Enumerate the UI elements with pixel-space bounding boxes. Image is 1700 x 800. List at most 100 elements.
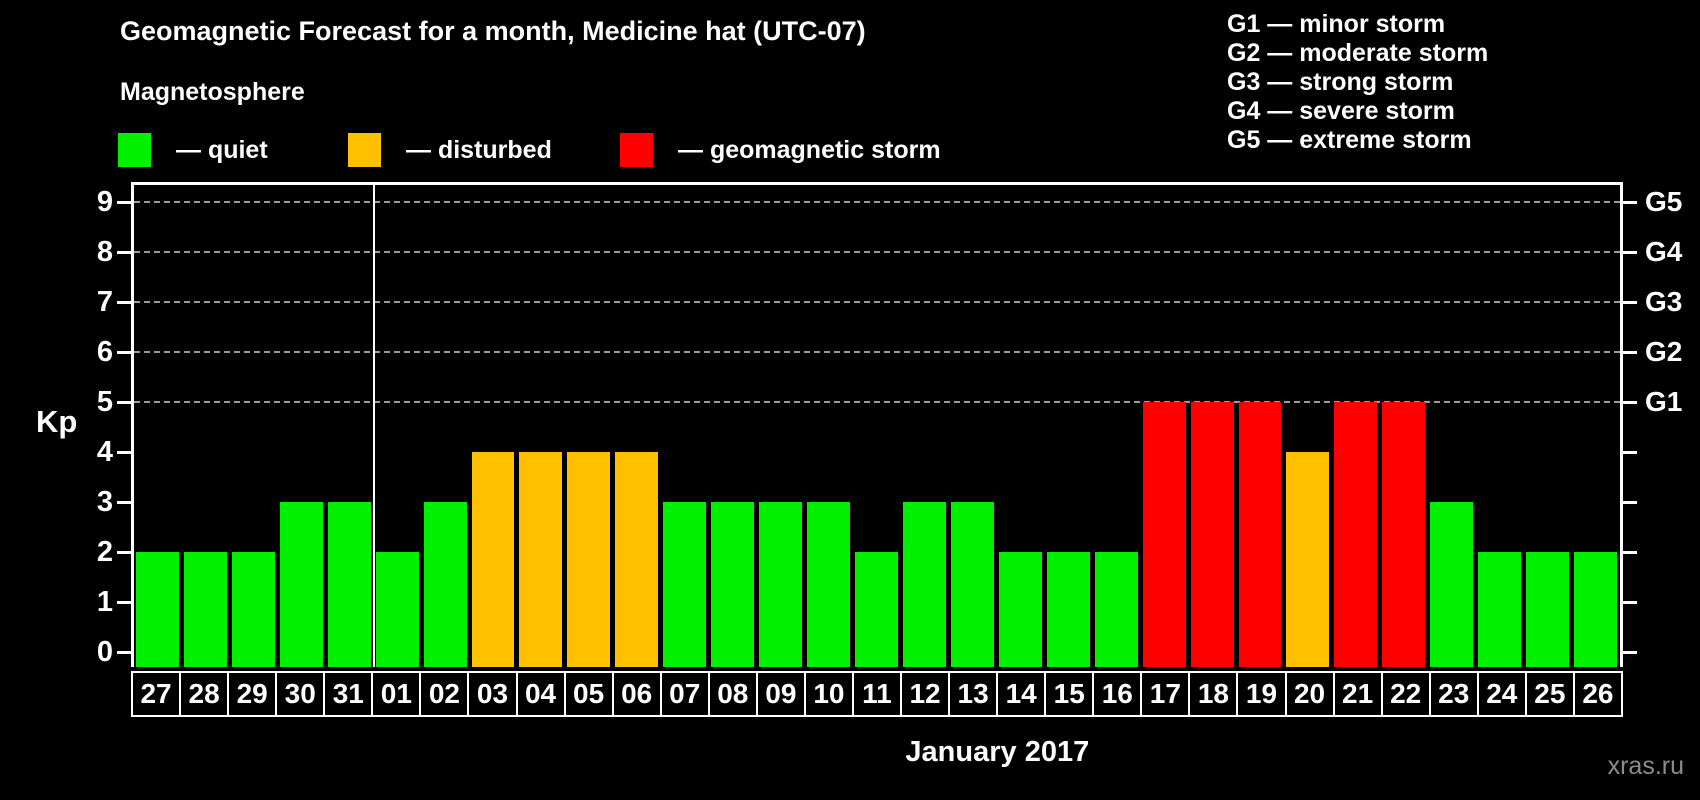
bar-day-15 bbox=[1046, 552, 1090, 667]
page-title: Geomagnetic Forecast for a month, Medici… bbox=[120, 16, 866, 46]
g-axis-tick bbox=[1623, 451, 1637, 454]
day-label-cell-25: 25 bbox=[1524, 671, 1575, 717]
bar-day-01 bbox=[375, 552, 419, 667]
g-axis-tick bbox=[1623, 351, 1637, 354]
bar-day-25 bbox=[1526, 552, 1570, 667]
y-axis-tick-label-2: 2 bbox=[96, 536, 113, 568]
gridline-g1 bbox=[134, 401, 1620, 403]
g-axis-tick bbox=[1623, 401, 1637, 404]
day-label-cell-04: 04 bbox=[515, 671, 566, 717]
quiet-legend-swatch-icon bbox=[118, 133, 151, 167]
g-axis-tick bbox=[1623, 651, 1637, 654]
day-label-cell-01: 01 bbox=[371, 671, 422, 717]
g-axis-label-g2: G2 bbox=[1645, 336, 1683, 367]
bar-day-19 bbox=[1238, 402, 1282, 667]
y-axis-tick bbox=[117, 401, 131, 404]
bar-day-04 bbox=[519, 452, 563, 667]
day-label-cell-30: 30 bbox=[275, 671, 326, 717]
y-axis-tick bbox=[117, 501, 131, 504]
bar-day-27 bbox=[136, 552, 179, 667]
day-label-cell-23: 23 bbox=[1428, 671, 1479, 717]
bar-day-17 bbox=[1142, 402, 1186, 667]
g-axis-label-g3: G3 bbox=[1645, 286, 1683, 317]
y-axis-tick-label-5: 5 bbox=[96, 386, 113, 418]
day-label-cell-10: 10 bbox=[803, 671, 854, 717]
day-label-cell-12: 12 bbox=[900, 671, 951, 717]
storm-legend-swatch-icon bbox=[620, 133, 653, 167]
disturbed-legend-label: — disturbed bbox=[406, 136, 552, 164]
bar-day-29 bbox=[231, 552, 275, 667]
y-axis-tick bbox=[117, 651, 131, 654]
bar-day-12 bbox=[902, 502, 946, 667]
g-axis-label-g4: G4 bbox=[1645, 236, 1683, 267]
g-axis-tick bbox=[1623, 551, 1637, 554]
day-label-cell-21: 21 bbox=[1332, 671, 1383, 717]
y-axis-tick bbox=[117, 601, 131, 604]
gridline-g2 bbox=[134, 351, 1620, 353]
bar-day-07 bbox=[663, 502, 707, 667]
disturbed-legend-swatch-icon bbox=[348, 133, 381, 167]
day-label-cell-07: 07 bbox=[659, 671, 710, 717]
y-axis-tick bbox=[117, 451, 131, 454]
bar-day-14 bbox=[998, 552, 1042, 667]
bar-day-13 bbox=[950, 502, 994, 667]
g-axis-tick bbox=[1623, 601, 1637, 604]
bar-day-06 bbox=[615, 452, 659, 667]
g-scale-legend: G1 — minor storm G2 — moderate storm G3 … bbox=[1227, 10, 1488, 155]
storm-legend-label: — geomagnetic storm bbox=[678, 136, 941, 164]
bar-day-18 bbox=[1190, 402, 1234, 667]
day-label-cell-18: 18 bbox=[1188, 671, 1239, 717]
bar-day-11 bbox=[855, 552, 898, 667]
day-label-cell-22: 22 bbox=[1380, 671, 1431, 717]
g-axis-tick bbox=[1623, 251, 1637, 254]
g-axis-tick bbox=[1623, 501, 1637, 504]
bar-day-22 bbox=[1382, 402, 1426, 667]
day-label-cell-26: 26 bbox=[1572, 671, 1623, 717]
bar-day-05 bbox=[567, 452, 611, 667]
day-label-cell-05: 05 bbox=[563, 671, 614, 717]
bar-day-24 bbox=[1478, 552, 1522, 667]
bar-day-16 bbox=[1094, 552, 1138, 667]
gridline-g4 bbox=[134, 251, 1620, 253]
y-axis-tick bbox=[117, 201, 131, 204]
y-axis-tick-label-9: 9 bbox=[96, 186, 113, 218]
bar-day-26 bbox=[1574, 552, 1617, 667]
month-label: January 2017 bbox=[905, 736, 1090, 768]
g-axis-tick bbox=[1623, 301, 1637, 304]
g-scale-legend-item-g3: G3 — strong storm bbox=[1227, 68, 1454, 96]
y-axis-tick-label-0: 0 bbox=[96, 636, 113, 668]
g-axis-tick bbox=[1623, 201, 1637, 204]
day-label-cell-06: 06 bbox=[611, 671, 662, 717]
bar-day-08 bbox=[711, 502, 755, 667]
day-label-cell-09: 09 bbox=[755, 671, 806, 717]
bar-day-09 bbox=[759, 502, 803, 667]
day-label-cell-27: 27 bbox=[131, 671, 182, 717]
g-scale-legend-item-g2: G2 — moderate storm bbox=[1227, 39, 1489, 67]
watermark: xras.ru bbox=[1607, 752, 1684, 780]
bar-day-10 bbox=[807, 502, 851, 667]
g-axis-label-g5: G5 bbox=[1645, 186, 1683, 217]
bar-day-30 bbox=[279, 502, 323, 667]
y-axis-tick-label-1: 1 bbox=[96, 586, 113, 618]
y-axis-tick bbox=[117, 551, 131, 554]
day-label-cell-17: 17 bbox=[1140, 671, 1191, 717]
day-label-cell-14: 14 bbox=[996, 671, 1047, 717]
month-separator-line bbox=[372, 185, 375, 667]
day-label-cell-03: 03 bbox=[467, 671, 518, 717]
g-scale-legend-item-g1: G1 — minor storm bbox=[1227, 10, 1446, 38]
y-axis-tick-label-3: 3 bbox=[96, 486, 113, 518]
day-label-cell-13: 13 bbox=[948, 671, 999, 717]
gridline-g3 bbox=[134, 301, 1620, 303]
y-axis-tick bbox=[117, 301, 131, 304]
day-label-cell-02: 02 bbox=[419, 671, 470, 717]
bar-day-21 bbox=[1334, 402, 1378, 667]
bar-day-28 bbox=[183, 552, 227, 667]
g-scale-legend-item-g4: G4 — severe storm bbox=[1227, 97, 1455, 125]
magnetosphere-subtitle: Magnetosphere bbox=[120, 78, 305, 106]
bar-day-23 bbox=[1430, 502, 1474, 667]
y-axis-tick bbox=[117, 251, 131, 254]
day-label-cell-31: 31 bbox=[323, 671, 374, 717]
day-label-cell-15: 15 bbox=[1044, 671, 1095, 717]
day-label-cell-28: 28 bbox=[179, 671, 230, 717]
